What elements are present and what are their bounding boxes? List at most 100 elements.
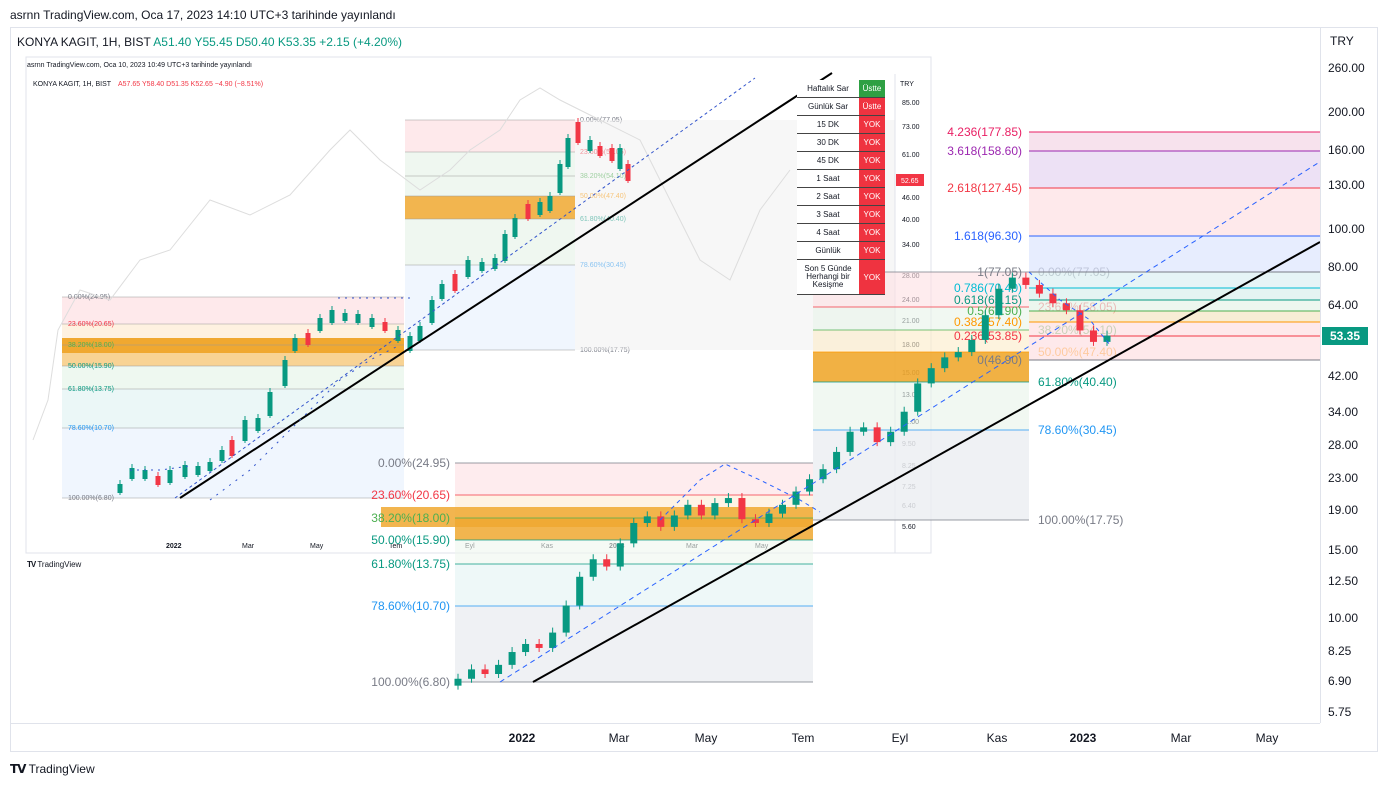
inset-candle [407, 336, 413, 351]
open-value: A51.40 [153, 35, 192, 49]
fib-old-label: 23.60%(20.65) [371, 488, 450, 502]
time-tick-label: Eyl [891, 731, 909, 745]
signal-label: Son 5 Günde Herhangi bir Kesişme [797, 259, 859, 295]
signal-label: Haftalık Sar [797, 80, 859, 98]
inset-candle [479, 262, 485, 271]
inset-candle [617, 148, 623, 169]
brand-text: TradingView [28, 762, 95, 776]
fib-ext-zone [1029, 300, 1320, 311]
fib-ext-zone [1029, 311, 1320, 322]
candle [454, 678, 462, 686]
inset-fib-old-label: 23.60%(20.65) [68, 321, 114, 328]
inset-currency: TRY [900, 81, 914, 88]
inset-candle [155, 476, 161, 485]
inset-fib-zone [405, 152, 575, 176]
close-value: K53.35 [277, 35, 316, 49]
signal-value: YOK [859, 115, 885, 134]
inset-trendline [179, 72, 833, 499]
price-tick-label: 260.00 [1328, 61, 1365, 75]
signal-label: 1 Saat [797, 169, 859, 188]
chart-frame [10, 27, 1378, 752]
fib-ext-label: 1.618(96.30) [954, 229, 1022, 243]
price-tick-label: 19.00 [1328, 503, 1359, 518]
inset-fib-zone [62, 389, 404, 428]
candle [751, 519, 759, 523]
time-axis[interactable] [11, 723, 1320, 752]
signal-row: Haftalık Sar Üstte [797, 80, 885, 98]
inset-candle [417, 326, 423, 341]
inset-candle [219, 450, 225, 461]
inset-candle [609, 148, 615, 161]
price-tick-label: 130.00 [1328, 178, 1365, 193]
inset-fib-zone [62, 366, 404, 389]
candle [1076, 310, 1084, 331]
price-tick-label: 64.00 [1328, 297, 1359, 312]
time-tick-label: May [1255, 731, 1279, 745]
candle [819, 469, 827, 480]
inset-candle [305, 333, 311, 345]
price-tick-label: 80.00 [1328, 260, 1359, 275]
candle [887, 431, 895, 443]
candle [914, 383, 922, 412]
time-tick-label: 2022 [508, 731, 536, 745]
signal-value: YOK [859, 241, 885, 260]
dashed-path [1028, 271, 1111, 346]
inset-fib-old-label: 100.00%(6.80) [68, 495, 114, 502]
candle [873, 427, 881, 443]
inset-candle [129, 468, 135, 479]
fib-ext-zone [1029, 132, 1320, 151]
inset-price-tick: 46.00 [902, 195, 920, 202]
candle [724, 498, 732, 504]
inset-candle [537, 202, 543, 215]
inset-candle [329, 310, 335, 323]
signal-label: 30 DK [797, 133, 859, 152]
inset-candle [382, 322, 388, 331]
inset-price-tick: 40.00 [902, 217, 920, 224]
fib-retrace-label: 61.80%(40.40) [1038, 375, 1117, 389]
fib-ext-label: 4.236(177.85) [947, 125, 1022, 139]
candle [603, 559, 611, 567]
candle [738, 498, 746, 520]
candle [806, 479, 814, 492]
inset-channel-line [174, 77, 756, 499]
inset-candle [512, 218, 518, 237]
inset-price-tick: 73.00 [902, 124, 920, 131]
inset-candle [167, 470, 173, 483]
candle [684, 504, 692, 516]
last-price-tag: 53.35 [1322, 327, 1368, 345]
time-tick-label: Mar [608, 731, 630, 745]
price-tick-label: 160.00 [1328, 143, 1365, 158]
inset-fib-zone [405, 219, 575, 265]
price-axis[interactable] [1320, 28, 1379, 723]
fib-ext-zone [1029, 322, 1320, 336]
inset-candle [597, 146, 603, 156]
tradingview-logo[interactable]: 𝗧𝗩 TradingView [10, 762, 95, 776]
inset-candle [369, 318, 375, 327]
candle [549, 632, 557, 648]
fib-ext-label: 0.5(61.90) [967, 304, 1022, 318]
fib-old-label: 50.00%(15.90) [371, 533, 450, 547]
fib-old-zone [455, 463, 813, 495]
time-tick-label: Tem [791, 731, 815, 745]
fib-old-label: 100.00%(6.80) [371, 675, 450, 689]
signal-row: 45 DK YOK [797, 151, 885, 170]
inset-candle [117, 484, 123, 493]
signal-row: 3 Saat YOK [797, 205, 885, 224]
fib-ext-label: 0(46.90) [977, 353, 1022, 367]
inset-time-tick: May [310, 543, 324, 550]
inset-candle [317, 318, 323, 331]
fib-ext-zone [1029, 188, 1320, 236]
candle [657, 516, 665, 527]
inset-published-caption: asrnn TradingView.com, Oca 10, 2023 10:4… [27, 62, 252, 69]
fib-ext-label: 0.786(70.40) [954, 281, 1022, 295]
symbol-name[interactable]: KONYA KAGIT, 1H, BIST [17, 35, 151, 49]
candle [860, 427, 868, 432]
candle [589, 559, 597, 577]
candle [670, 515, 678, 527]
inset-fib-highlight [62, 338, 404, 353]
price-tick-label: 12.50 [1328, 573, 1359, 588]
inset-fib-old-label: 38.20%(18.00) [68, 342, 114, 349]
inset-candle [565, 138, 571, 167]
signal-label: 2 Saat [797, 187, 859, 206]
